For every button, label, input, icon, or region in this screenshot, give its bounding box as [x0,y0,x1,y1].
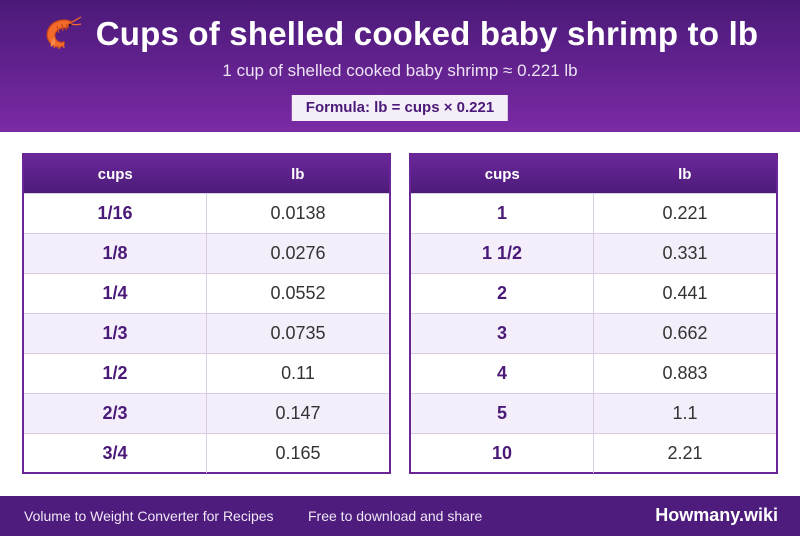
table-row: 1/16 0.0138 [24,193,389,233]
footer: Volume to Weight Converter for Recipes F… [0,496,800,536]
table-row: 3 0.662 [411,313,776,353]
table-row: 1/8 0.0276 [24,233,389,273]
table-row: 1/2 0.11 [24,353,389,393]
conversion-table-left: cups lb 1/16 0.0138 1/8 0.0276 1/4 0.055… [22,153,391,474]
table-row: 1/4 0.0552 [24,273,389,313]
cups-cell: 3/4 [24,434,207,473]
lb-cell: 0.0276 [270,243,326,263]
formula-badge: Formula: lb = cups × 0.221 [291,95,509,121]
cups-cell: 2 [411,274,594,313]
table-row: 10 2.21 [411,433,776,473]
cups-cell: 1 1/2 [411,234,594,273]
table-row: 2/3 0.147 [24,393,389,433]
lb-cell: 0.883 [662,363,708,383]
table-row: 5 1.1 [411,393,776,433]
subtitle: 1 cup of shelled cooked baby shrimp ≈ 0.… [222,61,578,80]
cups-cell: 3 [411,314,594,353]
cups-cell: 1/16 [24,194,207,233]
column-header-cups: cups [484,165,520,183]
header: Cups of shelled cooked baby shrimp to lb… [0,0,800,132]
lb-cell: 0.0735 [270,323,326,343]
lb-cell: 2.21 [667,443,703,463]
cups-cell: 1/4 [24,274,207,313]
lb-cell: 0.147 [275,403,321,423]
shrimp-icon [42,14,82,54]
footer-text-left: Volume to Weight Converter for Recipes [24,508,274,524]
lb-cell: 0.0138 [270,203,326,223]
lb-cell: 0.441 [662,283,708,303]
lb-cell: 0.165 [275,443,321,463]
lb-cell: 1.1 [672,403,698,423]
lb-cell: 0.662 [662,323,708,343]
table-row: 2 0.441 [411,273,776,313]
table-row: 1/3 0.0735 [24,313,389,353]
table-row: 3/4 0.165 [24,433,389,473]
conversion-table-right: cups lb 1 0.221 1 1/2 0.331 2 0.441 3 0.… [409,153,778,474]
cups-cell: 2/3 [24,394,207,433]
cups-cell: 1/2 [24,354,207,393]
brand-link[interactable]: Howmany.wiki [655,505,778,525]
column-header-lb: lb [291,165,305,183]
lb-cell: 0.0552 [270,283,326,303]
lb-cell: 0.221 [662,203,708,223]
footer-text-middle: Free to download and share [308,508,483,524]
table-row: 4 0.883 [411,353,776,393]
lb-cell: 0.331 [662,243,708,263]
cups-cell: 1 [411,194,594,233]
table-header: cups lb [411,155,776,193]
cups-cell: 1/3 [24,314,207,353]
cups-cell: 10 [411,434,594,473]
column-header-cups: cups [97,165,133,183]
cups-cell: 5 [411,394,594,433]
cups-cell: 1/8 [24,234,207,273]
table-row: 1 1/2 0.331 [411,233,776,273]
table-row: 1 0.221 [411,193,776,233]
column-header-lb: lb [678,165,692,183]
table-header: cups lb [24,155,389,193]
page-title: Cups of shelled cooked baby shrimp to lb [95,15,759,52]
lb-cell: 0.11 [281,363,315,383]
title-row: Cups of shelled cooked baby shrimp to lb [0,14,800,54]
cups-cell: 4 [411,354,594,393]
